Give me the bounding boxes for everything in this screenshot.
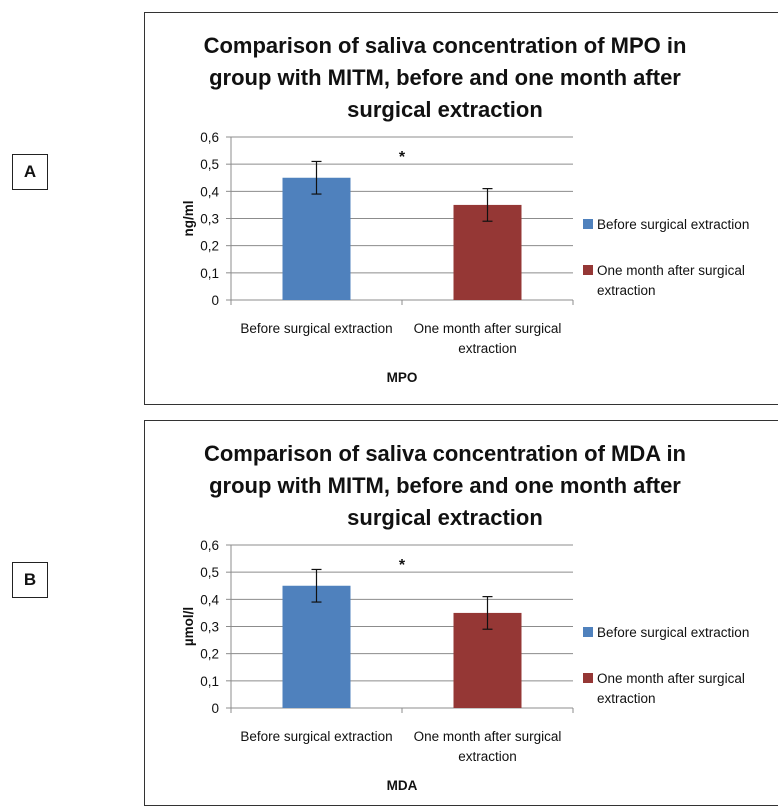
chart-title-line: surgical extraction (347, 97, 543, 122)
y-tick-label: 0,3 (200, 212, 219, 227)
y-axis-label: ng/ml (181, 201, 196, 237)
legend-label: One month after surgical (597, 263, 745, 278)
legend-swatch-1 (583, 219, 593, 229)
bar-1 (282, 585, 351, 708)
category-label: extraction (458, 749, 517, 764)
y-tick-label: 0,1 (200, 266, 219, 281)
y-tick-label: 0 (211, 701, 219, 716)
y-tick-label: 0,4 (200, 184, 219, 199)
x-axis-label: MPO (387, 370, 418, 385)
panel-label-b: B (12, 562, 48, 598)
legend-label: Before surgical extraction (597, 217, 749, 232)
chart-title-line: group with MITM, before and one month af… (209, 473, 681, 498)
panel-label-a: A (12, 154, 48, 190)
chart-title-line: Comparison of saliva concentration of MP… (204, 33, 687, 58)
mpo-bar-chart: Comparison of saliva concentration of MP… (181, 33, 749, 385)
y-tick-label: 0,4 (200, 592, 219, 607)
category-label: One month after surgical (414, 729, 562, 744)
significance-asterisk: * (399, 149, 406, 166)
y-tick-label: 0,2 (200, 647, 219, 662)
legend-swatch-2 (583, 673, 593, 683)
category-label: Before surgical extraction (240, 321, 392, 336)
chart-title-line: Comparison of saliva concentration of MD… (204, 441, 686, 466)
bar-1 (282, 177, 351, 300)
chart-title-line: surgical extraction (347, 505, 543, 530)
category-label: extraction (458, 341, 517, 356)
legend-label: Before surgical extraction (597, 625, 749, 640)
legend-label: extraction (597, 283, 656, 298)
chart-panel-mpo: Comparison of saliva concentration of MP… (144, 12, 778, 405)
y-axis-label: µmol/l (181, 607, 196, 646)
legend-label: One month after surgical (597, 671, 745, 686)
category-label: Before surgical extraction (240, 729, 392, 744)
category-label: One month after surgical (414, 321, 562, 336)
y-tick-label: 0,6 (200, 130, 219, 145)
y-tick-label: 0,1 (200, 674, 219, 689)
y-tick-label: 0,2 (200, 239, 219, 254)
y-tick-label: 0 (211, 293, 219, 308)
y-tick-label: 0,5 (200, 565, 219, 580)
chart-panel-mda: Comparison of saliva concentration of MD… (144, 420, 778, 806)
legend-swatch-1 (583, 627, 593, 637)
significance-asterisk: * (399, 557, 406, 574)
y-tick-label: 0,5 (200, 157, 219, 172)
legend-label: extraction (597, 691, 656, 706)
legend-swatch-2 (583, 265, 593, 275)
mda-bar-chart: Comparison of saliva concentration of MD… (181, 441, 749, 793)
y-tick-label: 0,6 (200, 538, 219, 553)
chart-title-line: group with MITM, before and one month af… (209, 65, 681, 90)
y-tick-label: 0,3 (200, 620, 219, 635)
x-axis-label: MDA (387, 778, 418, 793)
